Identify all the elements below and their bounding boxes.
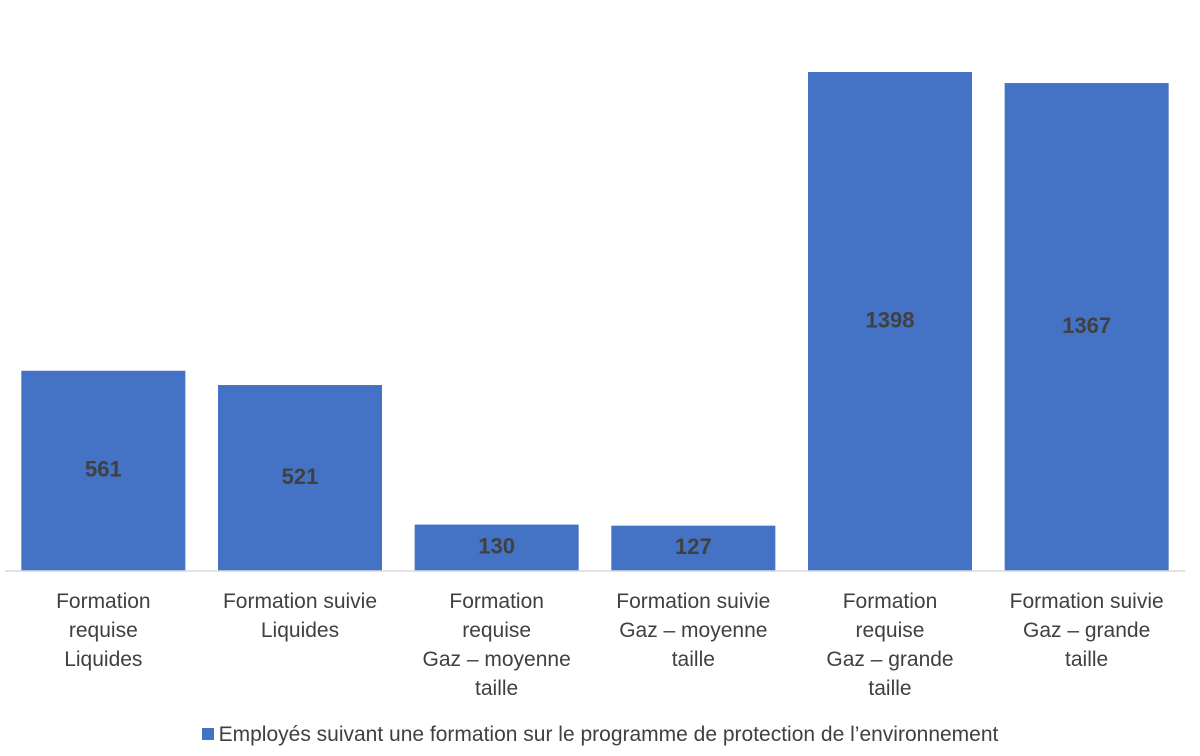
bar bbox=[1004, 83, 1169, 571]
legend-label: Employés suivant une formation sur le pr… bbox=[218, 723, 999, 746]
legend: Employés suivant une formation sur le pr… bbox=[0, 723, 1200, 747]
value-label: 1367 bbox=[1062, 313, 1111, 338]
bar bbox=[414, 524, 579, 571]
value-label: 130 bbox=[478, 534, 515, 559]
value-label: 561 bbox=[85, 457, 122, 482]
value-label: 1398 bbox=[866, 307, 915, 332]
x-tick-label: Formation requise Liquides bbox=[56, 590, 151, 671]
bar bbox=[807, 72, 973, 571]
x-tick-label: Formation requise Gaz – grande taille bbox=[826, 590, 954, 700]
x-tick-label: Formation requise Gaz – moyenne taille bbox=[422, 590, 571, 700]
value-label: 521 bbox=[282, 464, 319, 489]
x-tick-label: Formation suivie Liquides bbox=[222, 590, 378, 642]
bar bbox=[21, 370, 186, 571]
x-tick-label: Formation suivie Gaz – moyenne taille bbox=[616, 590, 771, 671]
chart: 561 521 130 127 1398 1367 bbox=[5, 72, 1185, 572]
bar bbox=[217, 385, 383, 571]
value-label: 127 bbox=[675, 534, 712, 559]
bar bbox=[611, 525, 776, 571]
x-tick-label: Formation suivie Gaz – grande taille bbox=[1009, 590, 1164, 671]
legend-swatch bbox=[201, 728, 214, 740]
